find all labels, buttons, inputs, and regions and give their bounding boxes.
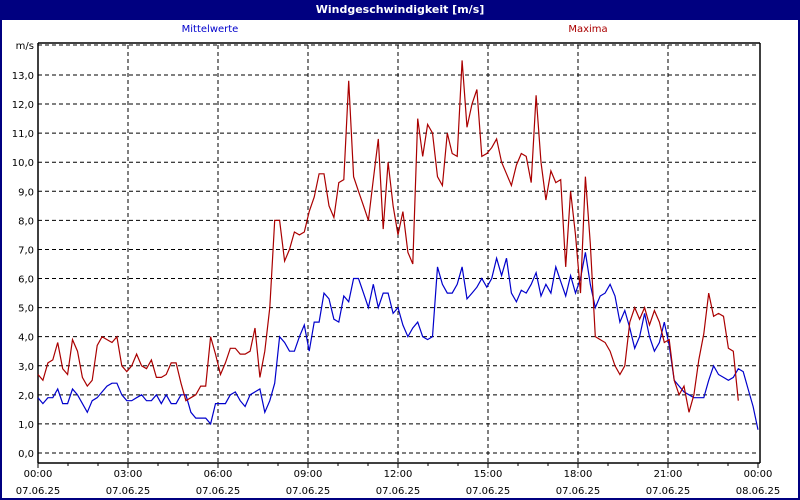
y-tick-label: 5,0 [18,304,34,315]
x-tick-date: 07.06.25 [286,486,331,497]
y-axis-labels: 0,0 1,0 2,0 3,0 4,0 5,0 6,0 7,0 8,0 9,0 10,0 11,0 12… [12,41,34,460]
x-tick-time: 03:00 [114,469,143,480]
x-tick-date: 07.06.25 [556,486,601,497]
y-tick-label: 1,0 [18,420,34,431]
y-tick-label: 10,0 [12,158,34,169]
x-tick-date: 07.06.25 [376,486,421,497]
series-line-maxima [37,60,739,413]
y-tick-label: 2,0 [18,391,34,402]
x-tick-time: 15:00 [474,469,503,480]
x-tick-date: 07.06.25 [196,486,241,497]
x-tick-date: 07.06.25 [16,486,61,497]
legend-mittelwerte: Mittelwerte [181,24,239,35]
grid-lines [38,44,758,463]
y-tick-label: 13,0 [12,71,34,82]
data-series [37,60,759,430]
x-tick-date: 07.06.25 [466,486,511,497]
y-tick-label: 6,0 [18,275,34,286]
x-tick-time: 06:00 [204,469,233,480]
y-unit-label: m/s [16,41,34,52]
x-tick-time: 18:00 [564,469,593,480]
x-tick-date: 07.06.25 [106,486,151,497]
y-tick-label: 4,0 [18,333,34,344]
series-line-mittelwerte [37,252,759,430]
x-tick-time: 12:00 [384,469,413,480]
y-tick-label: 7,0 [18,245,34,256]
y-tick-label: 3,0 [18,362,34,373]
x-tick-date: 07.06.25 [646,486,691,497]
legend-maxima: Maxima [568,24,608,35]
x-axis-labels: 00:00 07.06.25 03:00 07.06.25 06:00 07.06.25 0… [16,469,781,497]
axes [37,42,761,468]
y-tick-label: 8,0 [18,216,34,227]
chart-title: Windgeschwindigkeit [m/s] [0,0,800,20]
y-tick-label: 11,0 [12,129,34,140]
y-tick-label: 9,0 [18,187,34,198]
x-tick-time: 09:00 [294,469,323,480]
y-tick-label: 0,0 [18,449,34,460]
y-tick-label: 12,0 [12,100,34,111]
x-tick-date: 08.06.25 [736,486,781,497]
x-tick-time: 00:00 [744,469,773,480]
x-tick-time: 21:00 [654,469,683,480]
x-tick-time: 00:00 [24,469,53,480]
